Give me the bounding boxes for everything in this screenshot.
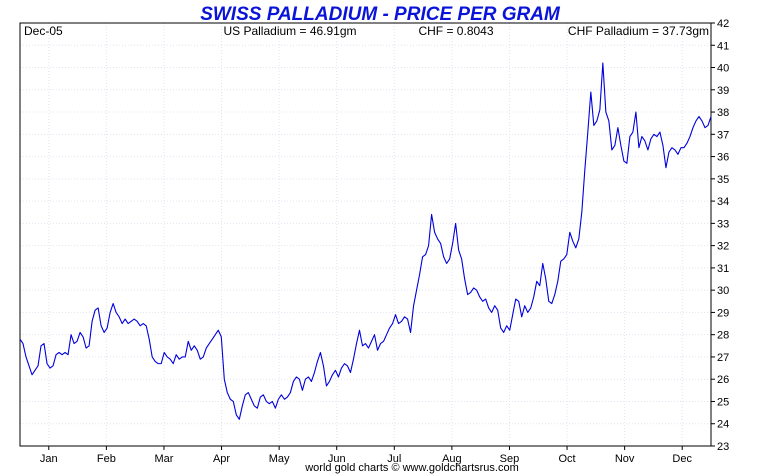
x-tick-label: Mar [154, 453, 173, 465]
x-axis: Jan Feb Mar Apr May Jun Jul Aug Sep Oct Nov Dec [40, 446, 692, 465]
y-tick-label: 27 [717, 352, 729, 364]
chart-title: SWISS PALLADIUM - PRICE PER GRAM [200, 4, 561, 25]
y-tick-label: 25 [717, 396, 729, 408]
y-tick-label: 26 [717, 374, 729, 386]
y-tick-label: 41 [717, 40, 729, 52]
x-tick-label: Apr [213, 453, 230, 465]
x-tick-label: Sep [500, 453, 520, 465]
y-tick-label: 42 [717, 18, 729, 30]
series-line-palladium [19, 62, 712, 420]
y-tick-label: 39 [717, 85, 729, 97]
y-tick-label: 30 [717, 285, 729, 297]
y-tick-label: 40 [717, 63, 729, 75]
series-layer [19, 62, 712, 420]
x-tick-label: Jul [387, 453, 401, 465]
y-tick-label: 31 [717, 263, 729, 275]
plot-frame [19, 22, 712, 447]
x-tick-label: Dec [672, 453, 692, 465]
x-tick-label: Jan [40, 453, 58, 465]
grid [20, 22, 711, 447]
header-chf-price: CHF Palladium = 37.73gm [568, 24, 709, 38]
header-date: Dec-05 [24, 24, 63, 38]
y-tick-label: 24 [717, 419, 729, 431]
x-tick-label: May [269, 453, 290, 465]
y-tick-label: 35 [717, 174, 729, 186]
y-axis: 23 24 25 26 27 28 29 30 31 32 33 34 35 36 37 38 39 40 41 42 [711, 18, 729, 453]
x-tick-label: Jun [328, 453, 346, 465]
y-tick-label: 34 [717, 196, 729, 208]
y-tick-label: 28 [717, 330, 729, 342]
footer-credit: world gold charts © www.goldchartsrus.co… [304, 462, 519, 474]
x-tick-label: Aug [442, 453, 462, 465]
x-tick-label: Oct [558, 453, 575, 465]
header-us-price: US Palladium = 46.91gm [223, 24, 356, 38]
y-tick-label: 23 [717, 441, 729, 453]
y-tick-label: 32 [717, 241, 729, 253]
y-tick-label: 36 [717, 152, 729, 164]
header-fx-rate: CHF = 0.8043 [418, 24, 493, 38]
y-tick-label: 33 [717, 218, 729, 230]
y-tick-label: 37 [717, 129, 729, 141]
y-tick-label: 38 [717, 107, 729, 119]
y-tick-label: 29 [717, 307, 729, 319]
x-tick-label: Nov [615, 453, 635, 465]
x-tick-label: Feb [97, 453, 116, 465]
